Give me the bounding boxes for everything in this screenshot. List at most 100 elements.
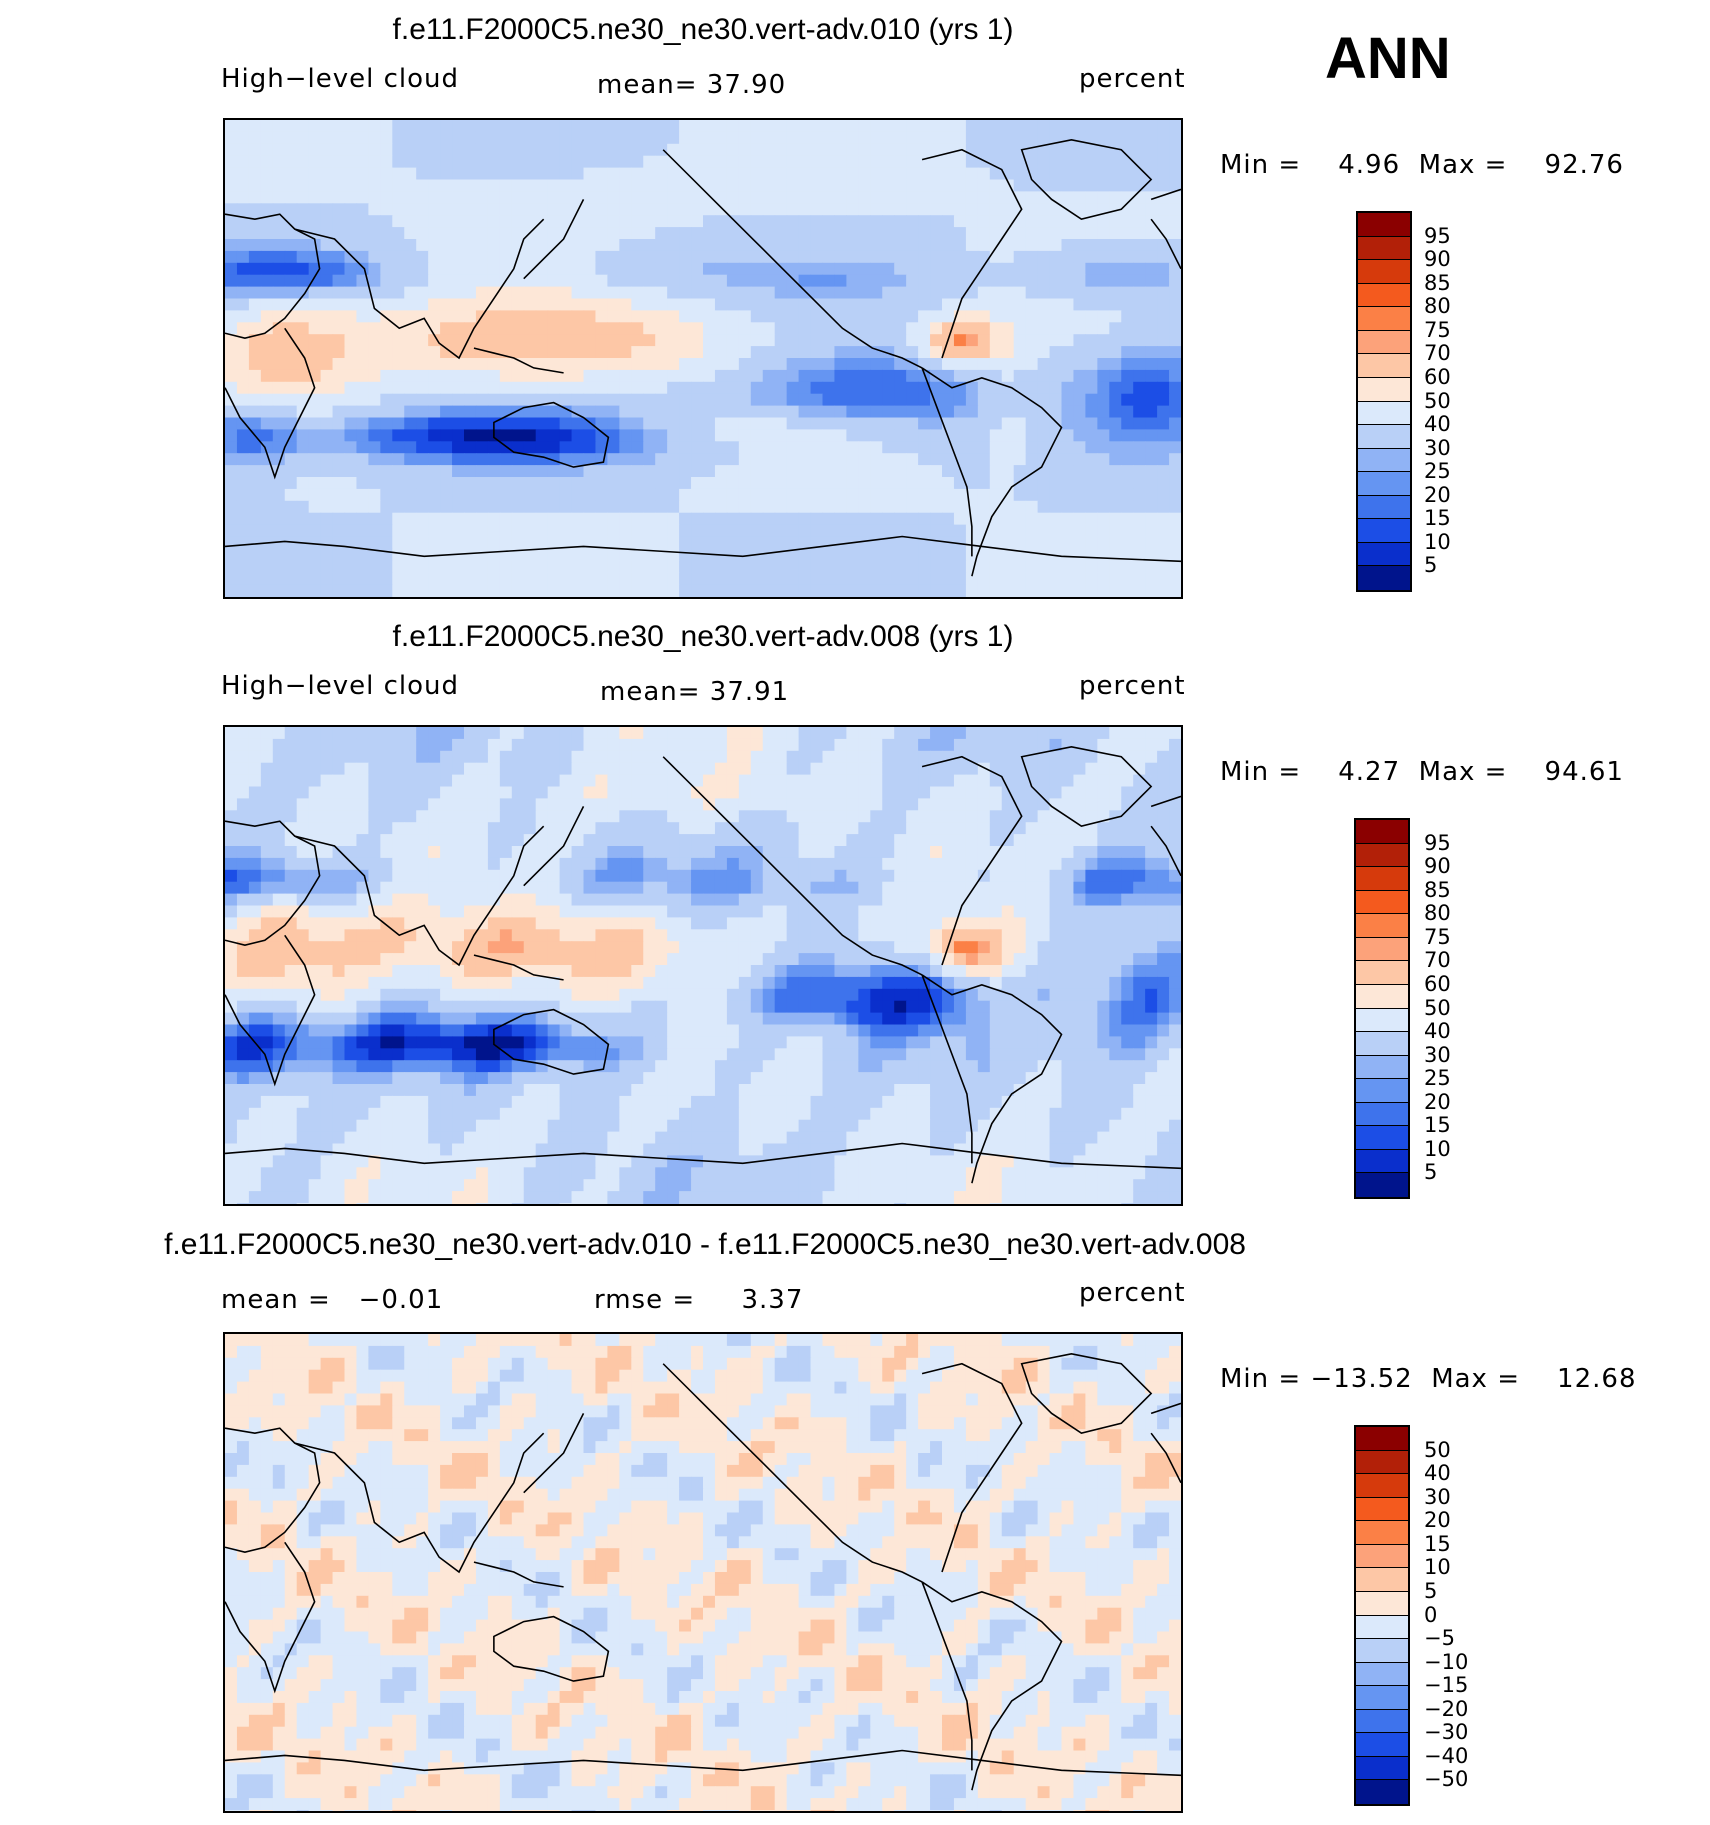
colorbar-swatch (1356, 1032, 1408, 1056)
colorbar-tick-label: 70 (1424, 948, 1451, 973)
colorbar-swatch (1356, 867, 1408, 891)
colorbar-tick-label: 70 (1424, 341, 1451, 366)
map-field (225, 727, 1181, 1204)
variable-label: High−level cloud (221, 64, 460, 94)
colorbar-swatch (1356, 1709, 1408, 1734)
colorbar-swatch (1358, 448, 1410, 473)
colorbar-tick-label: 25 (1424, 459, 1451, 484)
mean-label: mean= 37.91 (600, 677, 790, 707)
colorbar-swatch (1356, 1686, 1408, 1710)
colorbar-tick-label: 85 (1424, 877, 1451, 902)
colorbar-swatch (1356, 914, 1408, 938)
colorbar-tick-label: 30 (1424, 1484, 1451, 1509)
colorbar-tick-label: 30 (1424, 1042, 1451, 1067)
colorbar-tick-label: 60 (1424, 364, 1451, 389)
colorbar-swatch (1358, 330, 1410, 355)
colorbar-tick-label: 5 (1424, 1578, 1438, 1603)
colorbar-swatch (1358, 495, 1410, 520)
colorbar-swatch (1356, 843, 1408, 868)
colorbar-tick-label: 80 (1424, 294, 1451, 319)
panel-title: f.e11.F2000C5.ne30_ne30.vert-adv.010 (yr… (392, 13, 1014, 46)
panel-title: f.e11.F2000C5.ne30_ne30.vert-adv.008 (yr… (392, 620, 1014, 653)
colorbar (1354, 1425, 1410, 1806)
colorbar-swatch (1356, 1079, 1408, 1103)
colorbar-tick-label: 20 (1424, 482, 1451, 507)
colorbar-tick-label: 5 (1424, 553, 1438, 578)
contour-fill (225, 727, 1181, 1204)
colorbar-tick-label: 10 (1424, 529, 1451, 554)
colorbar-swatch (1356, 1497, 1408, 1522)
colorbar-tick-label: −40 (1424, 1743, 1469, 1768)
colorbar-tick-label: 20 (1424, 1089, 1451, 1114)
colorbar-tick-label: 50 (1424, 388, 1451, 413)
colorbar-swatch (1356, 984, 1408, 1009)
colorbar-tick-label: 30 (1424, 435, 1451, 460)
coastlines (225, 746, 1181, 1184)
mean-label: mean = −0.01 (221, 1285, 444, 1315)
colorbar-tick-label: 90 (1424, 854, 1451, 879)
colorbar-swatch (1356, 1733, 1408, 1757)
colorbar-tick-label: −15 (1424, 1673, 1469, 1698)
colorbar-tick-label: 25 (1424, 1066, 1451, 1091)
colorbar-swatch (1358, 354, 1410, 378)
units-label: percent (1079, 671, 1186, 701)
contour-map (223, 725, 1183, 1206)
colorbar (1356, 211, 1412, 592)
colorbar-tick-label: 50 (1424, 995, 1451, 1020)
min-max-label: Min = −13.52 Max = 12.68 (1220, 1364, 1637, 1394)
colorbar-swatch (1356, 1450, 1408, 1475)
colorbar-swatch (1356, 1474, 1408, 1498)
colorbar-swatch (1356, 1149, 1408, 1174)
colorbar-tick-label: 5 (1424, 1160, 1438, 1185)
colorbar-swatch (1356, 1615, 1408, 1640)
colorbar-swatch (1356, 1662, 1408, 1687)
colorbar-swatch (1358, 213, 1410, 237)
colorbar-tick-label: 95 (1424, 830, 1451, 855)
colorbar-tick-label: 10 (1424, 1136, 1451, 1161)
contour-map (223, 118, 1183, 599)
colorbar (1354, 818, 1410, 1199)
colorbar-swatch (1356, 1126, 1408, 1150)
units-label: percent (1079, 64, 1186, 94)
colorbar-swatch (1356, 1756, 1408, 1781)
map-field (225, 1334, 1181, 1811)
colorbar-swatch (1358, 401, 1410, 426)
colorbar-swatch (1356, 1102, 1408, 1127)
colorbar-swatch (1356, 1568, 1408, 1592)
coastlines (225, 1353, 1181, 1791)
colorbar-swatch (1356, 937, 1408, 962)
colorbar-tick-label: 75 (1424, 317, 1451, 342)
colorbar-swatch (1356, 961, 1408, 985)
colorbar-swatch (1356, 1591, 1408, 1616)
colorbar-swatch (1356, 1173, 1408, 1197)
colorbar-swatch (1358, 236, 1410, 261)
contour-map (223, 1332, 1183, 1813)
colorbar-tick-label: 95 (1424, 223, 1451, 248)
colorbar-tick-label: 15 (1424, 1531, 1451, 1556)
colorbar-tick-label: −50 (1424, 1767, 1469, 1792)
colorbar-swatch (1358, 519, 1410, 543)
colorbar-swatch (1356, 1780, 1408, 1804)
colorbar-tick-label: −5 (1424, 1626, 1455, 1651)
colorbar-swatch (1356, 1544, 1408, 1569)
colorbar-swatch (1356, 1521, 1408, 1545)
units-label: percent (1079, 1278, 1186, 1308)
colorbar-swatch (1356, 1427, 1408, 1451)
variable-label: High−level cloud (221, 671, 460, 701)
colorbar-swatch (1358, 566, 1410, 590)
colorbar-tick-label: 50 (1424, 1437, 1451, 1462)
contour-fill (225, 1334, 1181, 1811)
colorbar-tick-label: 40 (1424, 1461, 1451, 1486)
colorbar-tick-label: 10 (1424, 1555, 1451, 1580)
colorbar-tick-label: −20 (1424, 1696, 1469, 1721)
colorbar-tick-label: 20 (1424, 1508, 1451, 1533)
colorbar-tick-label: 85 (1424, 270, 1451, 295)
min-max-label: Min = 4.27 Max = 94.61 (1220, 757, 1624, 787)
colorbar-tick-label: 15 (1424, 506, 1451, 531)
colorbar-tick-label: −30 (1424, 1720, 1469, 1745)
colorbar-swatch (1358, 377, 1410, 402)
mean-label: mean= 37.90 (597, 70, 787, 100)
map-field (225, 120, 1181, 597)
colorbar-swatch (1358, 307, 1410, 331)
colorbar-tick-label: 40 (1424, 1019, 1451, 1044)
